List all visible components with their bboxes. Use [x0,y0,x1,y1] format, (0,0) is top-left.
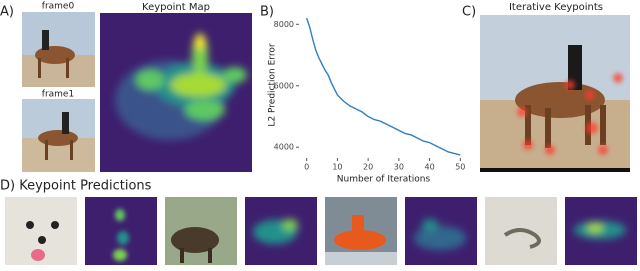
y-tick-label: 6000 [274,81,294,90]
x-tick-label: 30 [394,163,404,172]
photo-frame1 [22,99,95,172]
map-title: Keypoint Map [142,2,210,13]
x-tick-label: 10 [332,163,342,172]
panel-label: B) [260,5,274,20]
frame-label: frame1 [42,90,74,100]
y-tick-label: 4000 [274,143,294,152]
photo-dog [5,197,77,265]
heatmap [405,197,477,265]
panel-title: Iterative Keypoints [509,2,603,13]
x-tick-label: 40 [424,163,434,172]
y-tick-label: 8000 [274,20,294,29]
photo-keypoints [480,15,630,172]
x-tick-label: 0 [304,163,309,172]
data-line [306,17,461,156]
photo-frame0 [22,12,95,87]
photo-bison [165,197,237,265]
panel-label: A) [0,5,14,20]
heatmap [85,197,157,265]
panel-label: D) Keypoint Predictions [0,179,152,194]
heatmap [245,197,317,265]
keypoint-map [100,13,252,172]
heatmap [565,197,637,265]
prediction-row [5,197,637,265]
line-chart: 4000 6000 8000 0 10 20 30 40 50 Number of Iterati… [268,17,465,185]
photo-boat [325,197,397,265]
frame-label: frame0 [42,2,75,12]
x-axis-label: Number of Iterations [337,175,431,185]
y-axis-label: L2 Prediction Error [268,43,278,126]
x-tick-label: 50 [455,163,465,172]
photo-snake [485,197,557,265]
panel-label: C) [462,5,476,20]
x-tick-label: 20 [363,163,373,172]
